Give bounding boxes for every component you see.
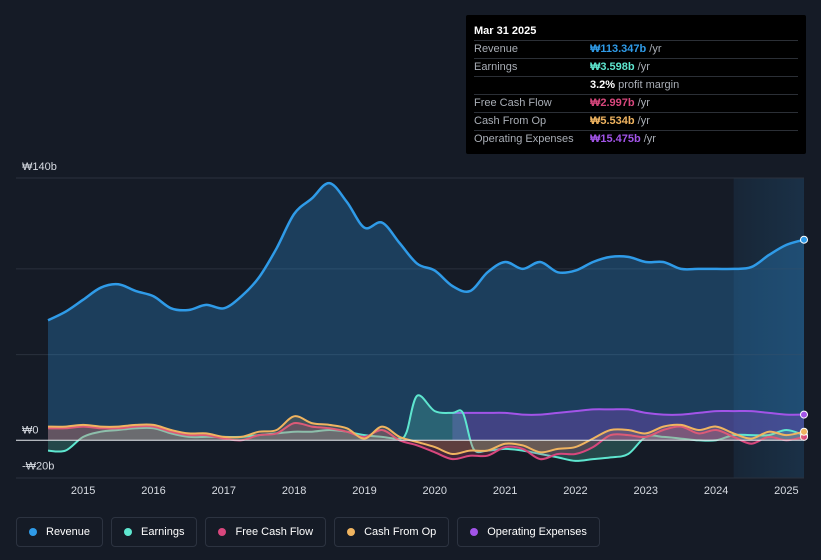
- tooltip-row: Cash From Op ₩5.534b/yr: [474, 113, 798, 131]
- x-tick-label: 2021: [493, 485, 517, 497]
- series-area-operating-expenses: [452, 409, 804, 441]
- tooltip-row-unit: profit margin: [618, 79, 680, 91]
- series-line-earnings: [47, 394, 805, 462]
- x-tick-label: 2017: [212, 485, 236, 497]
- x-tick-label: 2015: [71, 485, 95, 497]
- y-tick-label: ₩0: [22, 424, 39, 436]
- end-marker-cash-from-op: [800, 427, 808, 436]
- end-marker-revenue: [800, 235, 808, 244]
- x-tick-label: 2022: [563, 485, 587, 497]
- tooltip-row: 3.2% profit margin: [474, 77, 798, 95]
- series-line-operating-expenses: [452, 408, 805, 416]
- x-tick-label: 2019: [352, 485, 376, 497]
- legend-dot-icon: [124, 528, 133, 536]
- legend-dot-icon: [347, 528, 356, 536]
- tooltip-row-label: Earnings: [474, 61, 518, 73]
- x-tick-label: 2023: [634, 485, 658, 497]
- tooltip-row-unit: /yr: [637, 61, 650, 73]
- forecast-highlight-region: [733, 178, 804, 478]
- tooltip-row: Operating Expenses ₩15.475b/yr: [474, 131, 798, 148]
- y-tick-label: ₩140b: [22, 161, 57, 173]
- legend-dot-icon: [470, 528, 479, 536]
- tooltip-row-unit: /yr: [649, 43, 662, 55]
- series-area-free-cash-flow: [48, 422, 804, 460]
- tooltip-row: Earnings ₩3.598b/yr: [474, 59, 798, 77]
- tooltip-row-unit: /yr: [637, 97, 650, 109]
- legend-label: Operating Expenses: [487, 526, 587, 538]
- legend-label: Cash From Op: [364, 526, 437, 538]
- tooltip-row: Revenue ₩113.347b/yr: [474, 41, 798, 59]
- tooltip-row-value: 3.2%: [590, 79, 616, 91]
- tooltip-row: Free Cash Flow ₩2.997b/yr: [474, 95, 798, 113]
- x-tick-label: 2025: [774, 485, 798, 497]
- legend: Revenue Earnings Free Cash Flow Cash From O…: [16, 517, 600, 547]
- legend-item-earnings[interactable]: Earnings: [111, 517, 198, 547]
- series-line-cash-from-op: [47, 415, 805, 456]
- legend-item-revenue[interactable]: Revenue: [16, 517, 104, 547]
- series-line-free-cash-flow: [47, 421, 805, 461]
- tooltip-panel: Mar 31 2025 Revenue ₩113.347b/yr Earnings ₩…: [466, 15, 806, 154]
- legend-dot-icon: [29, 528, 37, 536]
- x-tick-label: 2024: [704, 485, 728, 497]
- tooltip-row-unit: /yr: [643, 133, 656, 145]
- tooltip-row-label: Operating Expenses: [474, 133, 574, 145]
- tooltip-row-unit: /yr: [637, 115, 650, 127]
- legend-item-free-cash-flow[interactable]: Free Cash Flow: [205, 517, 327, 547]
- series-area-revenue: [48, 183, 804, 441]
- tooltip-row-value: ₩2.997b: [590, 97, 635, 109]
- tooltip-row-label: Cash From Op: [474, 115, 547, 127]
- tooltip-row-value: ₩113.347b: [590, 43, 647, 55]
- tooltip-row-value: ₩5.534b: [590, 115, 635, 127]
- tooltip-date: Mar 31 2025: [474, 23, 798, 41]
- x-tick-label: 2018: [282, 485, 306, 497]
- legend-dot-icon: [218, 528, 227, 536]
- tooltip-row-value: ₩15.475b: [590, 133, 641, 145]
- legend-label: Revenue: [46, 526, 91, 538]
- legend-label: Earnings: [141, 526, 185, 538]
- y-tick-label: -₩20b: [22, 460, 54, 472]
- end-marker-operating-expenses: [800, 410, 808, 419]
- tooltip-row-label: Revenue: [474, 43, 519, 55]
- series-area-earnings: [48, 395, 804, 461]
- tooltip-row-value: ₩3.598b: [590, 61, 635, 73]
- tooltip-row-label: Free Cash Flow: [474, 97, 552, 109]
- series-line-revenue: [47, 181, 805, 322]
- tooltip-row-label: [474, 77, 590, 94]
- legend-item-operating-expenses[interactable]: Operating Expenses: [457, 517, 600, 547]
- x-tick-label: 2016: [141, 485, 165, 497]
- series-area-cash-from-op: [48, 416, 804, 455]
- x-tick-label: 2020: [423, 485, 447, 497]
- legend-label: Free Cash Flow: [235, 526, 314, 538]
- legend-item-cash-from-op[interactable]: Cash From Op: [334, 517, 450, 547]
